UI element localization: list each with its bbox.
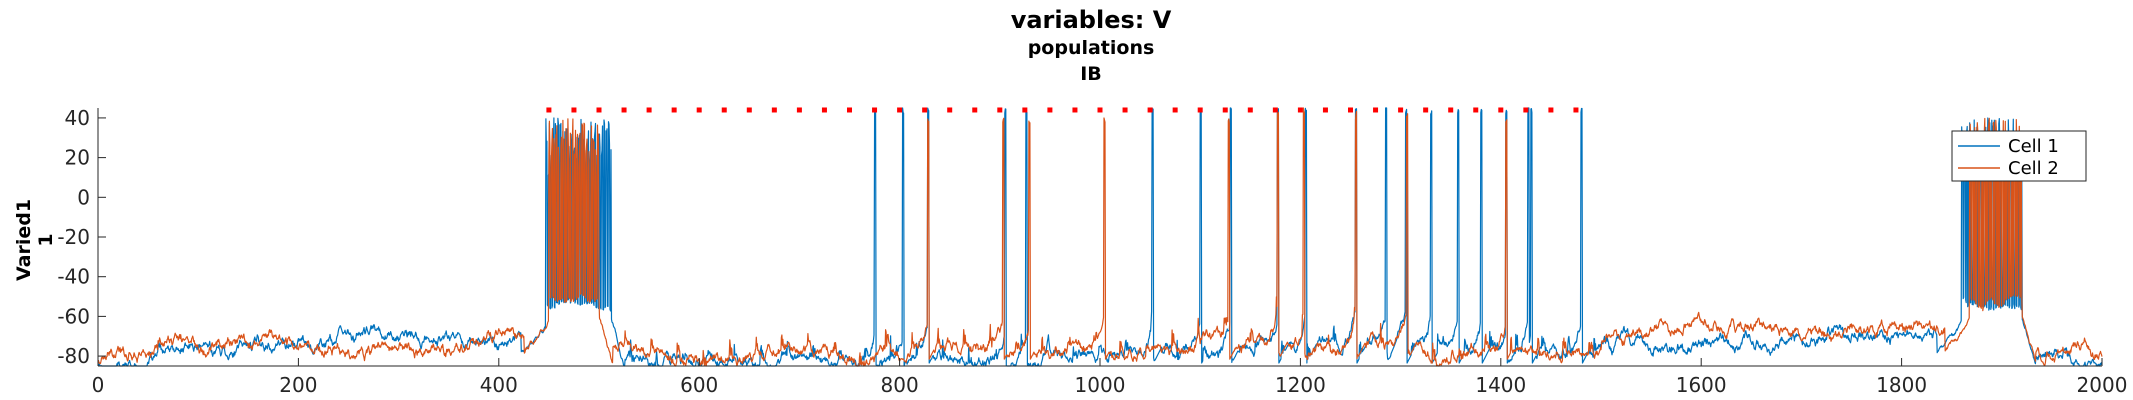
marker-point (1097, 107, 1103, 113)
y-tick-label: 0 (77, 185, 90, 209)
marker-point (1297, 107, 1303, 113)
marker-point (671, 107, 677, 113)
marker-point (1448, 107, 1454, 113)
x-tick-label: 1400 (1475, 373, 1526, 397)
marker-point (872, 107, 878, 113)
x-tick-label: 1600 (1676, 373, 1727, 397)
marker-point (1047, 107, 1053, 113)
legend-entry-2: Cell 2 (2008, 158, 2059, 179)
marker-point (1498, 107, 1504, 113)
marker-point (596, 107, 602, 113)
marker-point (1022, 107, 1028, 113)
marker-point (721, 107, 727, 113)
marker-point (1473, 107, 1479, 113)
marker-point (1147, 107, 1153, 113)
chart-subtitle-populations: populations (1028, 37, 1155, 59)
chart-title: variables: V (1011, 6, 1172, 34)
y-tick-label: 20 (65, 146, 90, 170)
plot-area (97, 107, 2103, 367)
marker-point (1398, 107, 1404, 113)
x-tick-label: 0 (92, 373, 105, 397)
marker-point (621, 107, 627, 113)
marker-point (646, 107, 652, 113)
y-tick-label: -20 (57, 225, 90, 249)
x-tick-label: 2000 (2077, 373, 2128, 397)
x-tick-label: 600 (680, 373, 718, 397)
marker-point (847, 107, 852, 113)
x-tick-label: 1000 (1075, 373, 1126, 397)
marker-point (1322, 107, 1328, 113)
marker-point (546, 107, 552, 113)
marker-point (922, 107, 928, 113)
marker-point (696, 107, 702, 113)
marker-point (1348, 107, 1353, 113)
y-axis-label: Varied1 (13, 199, 35, 281)
y-tick-label: -40 (57, 265, 90, 289)
x-tick-label: 1800 (1876, 373, 1927, 397)
marker-point (1573, 107, 1579, 113)
marker-point (1122, 107, 1128, 113)
marker-point (1172, 107, 1178, 113)
series-line-2 (97, 107, 2103, 367)
x-tick-label: 800 (881, 373, 919, 397)
y-tick-label: 40 (65, 106, 90, 130)
marker-point (746, 107, 752, 113)
marker-point (571, 107, 577, 113)
x-tick-label: 1200 (1275, 373, 1326, 397)
marker-point (1523, 107, 1529, 113)
marker-point (1222, 107, 1228, 113)
marker-point (1072, 107, 1078, 113)
series-line-1 (97, 107, 2103, 367)
x-tick-label: 200 (279, 373, 317, 397)
marker-point (972, 107, 978, 113)
marker-point (897, 107, 903, 113)
marker-point (1423, 107, 1429, 113)
legend-box (1951, 130, 2087, 182)
marker-point (1272, 107, 1278, 113)
marker-point (796, 107, 802, 113)
x-tick-label: 400 (480, 373, 518, 397)
chart-subtitle-ib: IB (1080, 63, 1102, 85)
legend-entry-1: Cell 1 (2008, 136, 2059, 157)
marker-point (1548, 107, 1554, 113)
marker-point (1373, 107, 1379, 113)
y-tick-label: -60 (57, 304, 90, 328)
y-axis-label-sub: 1 (35, 233, 57, 246)
y-tick-label: -80 (57, 344, 90, 368)
marker-point (997, 107, 1003, 113)
axes: 0 200 400 600 800 1000 1200 1400 1600 1800 2000-80… (57, 106, 2127, 397)
marker-point (1197, 107, 1203, 113)
marker-point (821, 107, 827, 113)
marker-point (771, 107, 777, 113)
marker-point (947, 107, 953, 113)
marker-point (1247, 107, 1253, 113)
